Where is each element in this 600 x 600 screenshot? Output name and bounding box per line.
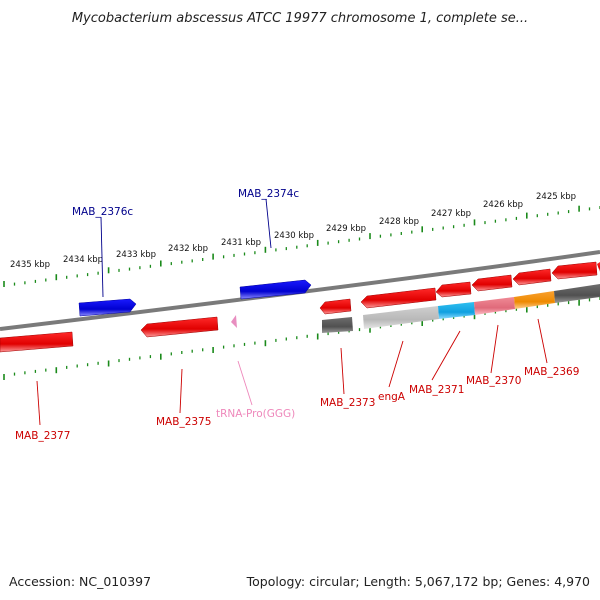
callout-MAB_2373 — [340, 347, 345, 395]
label-MAB_2374c: MAB_2374c — [238, 188, 299, 200]
label-MAB_2376c: MAB_2376c — [72, 206, 133, 218]
gene-MAB_2375[interactable] — [140, 316, 219, 338]
tick-label-2435: 2435 kbp — [10, 260, 50, 270]
minus-strand-genes — [0, 261, 600, 353]
cds-cyan — [438, 302, 475, 319]
callout-engA — [388, 340, 404, 388]
label-MAB_2375: MAB_2375 — [156, 416, 211, 428]
gene-labels: MAB_2376c MAB_2374c MAB_2377 MAB_2375 tR… — [15, 188, 579, 442]
gene-next[interactable] — [551, 261, 598, 280]
gene-engA[interactable] — [360, 287, 437, 309]
cds-pink — [474, 297, 515, 315]
label-MAB_2373: MAB_2373 — [320, 397, 375, 409]
tick-label-2427: 2427 kbp — [431, 209, 471, 219]
map-title: Mycobacterium abscessus ATCC 19977 chrom… — [72, 11, 528, 26]
tick-label-2430: 2430 kbp — [274, 231, 314, 241]
genome-backbone — [0, 250, 600, 331]
genome-summary: Topology: circular; Length: 5,067,172 bp… — [246, 574, 590, 589]
label-MAB_2370: MAB_2370 — [466, 375, 521, 387]
cds-dark-grey-1 — [322, 317, 353, 333]
cds-track — [322, 284, 600, 333]
callout-MAB_2369 — [537, 318, 548, 364]
callout-MAB_2377 — [36, 380, 41, 426]
gene-MAB_2377[interactable] — [0, 331, 74, 353]
tick-label-2428: 2428 kbp — [379, 217, 419, 227]
accession-label: Accession: NC_010397 — [9, 574, 151, 589]
label-MAB_2377: MAB_2377 — [15, 430, 70, 442]
callout-MAB_2376c — [100, 216, 104, 298]
label-MAB_2371: MAB_2371 — [409, 384, 464, 396]
gene-MAB_2370[interactable] — [471, 274, 513, 292]
tick-label-2429: 2429 kbp — [326, 224, 366, 234]
gene-tRNA-Pro[interactable] — [231, 315, 237, 328]
label-engA: engA — [378, 391, 406, 403]
callout-tRNA — [237, 360, 253, 406]
callout-MAB_2375 — [179, 368, 183, 414]
outer-scale-ring — [3, 205, 600, 287]
gene-MAB_2373[interactable] — [319, 298, 352, 315]
gene-MAB_2376c[interactable] — [78, 298, 137, 317]
gene-MAB_2374c[interactable] — [239, 279, 312, 300]
callout-MAB_2371 — [431, 330, 461, 381]
label-tRNA: tRNA-Pro(GGG) — [216, 408, 295, 420]
cds-orange — [514, 291, 555, 309]
cds-light-grey — [363, 306, 439, 329]
gene-MAB_2371[interactable] — [435, 281, 472, 298]
tick-label-2425: 2425 kbp — [536, 192, 576, 202]
label-MAB_2369: MAB_2369 — [524, 366, 579, 378]
plus-strand-genes — [78, 279, 312, 317]
gene-MAB_2369[interactable] — [512, 268, 552, 286]
callout-lines — [36, 198, 548, 426]
kbp-tick-labels: 2425 kbp 2426 kbp 2427 kbp 2428 kbp 2429… — [10, 192, 576, 270]
tick-label-2434: 2434 kbp — [63, 255, 103, 265]
cds-dark-grey-2 — [554, 284, 600, 303]
tick-label-2431: 2431 kbp — [221, 238, 261, 248]
tick-label-2426: 2426 kbp — [483, 200, 523, 210]
callout-MAB_2370 — [490, 324, 499, 374]
gene-edge — [597, 262, 600, 272]
tick-label-2432: 2432 kbp — [168, 244, 208, 254]
callout-MAB_2374c — [265, 198, 272, 249]
tick-label-2433: 2433 kbp — [116, 250, 156, 260]
